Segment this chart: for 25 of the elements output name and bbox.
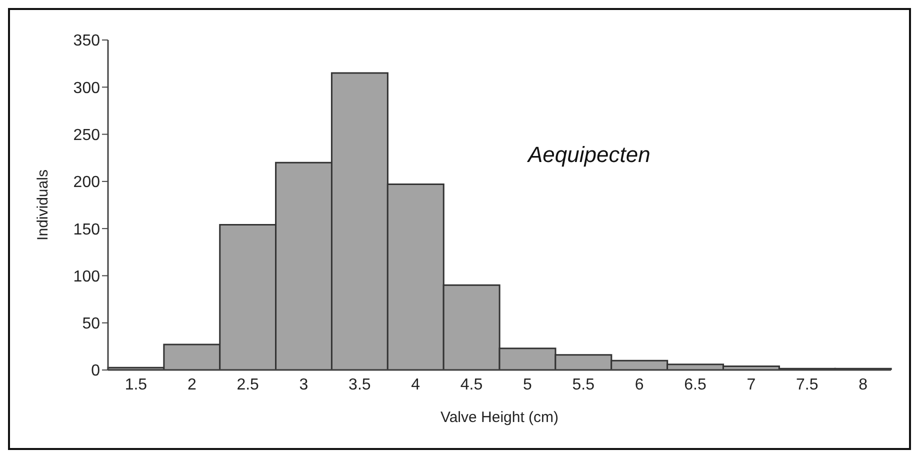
y-tick-label: 50	[82, 316, 100, 333]
x-axis-title: Valve Height (cm)	[440, 409, 559, 426]
x-tick-label: 7	[746, 376, 756, 394]
y-tick-label: 0	[91, 362, 100, 380]
x-tick-label: 2	[187, 376, 196, 394]
y-tick-label: 150	[73, 221, 100, 238]
y-axis-title: Individuals	[34, 170, 52, 240]
x-tick-label: 6	[634, 376, 644, 394]
y-tick-label: 300	[73, 80, 100, 97]
x-tick-label: 7.5	[796, 376, 818, 394]
y-tick-label: 100	[73, 268, 100, 286]
x-tick-label: 6.5	[684, 376, 706, 394]
x-tick-label: 4	[411, 376, 420, 394]
x-tick-label: 3	[299, 376, 308, 394]
x-tick-label: 3.5	[348, 376, 371, 394]
annotation: Aequipecten	[528, 142, 650, 168]
x-tick-label: 2.5	[236, 376, 260, 394]
x-tick-label: 5.5	[572, 376, 595, 394]
y-tick-label: 250	[73, 126, 100, 144]
x-tick-label: 5	[523, 376, 532, 394]
y-tick-label: 200	[73, 174, 100, 192]
x-tick-label: 4.5	[460, 376, 483, 394]
y-tick-label: 350	[73, 32, 100, 50]
x-tick-label: 8	[858, 376, 868, 394]
x-tick-label: 1.5	[124, 376, 148, 394]
